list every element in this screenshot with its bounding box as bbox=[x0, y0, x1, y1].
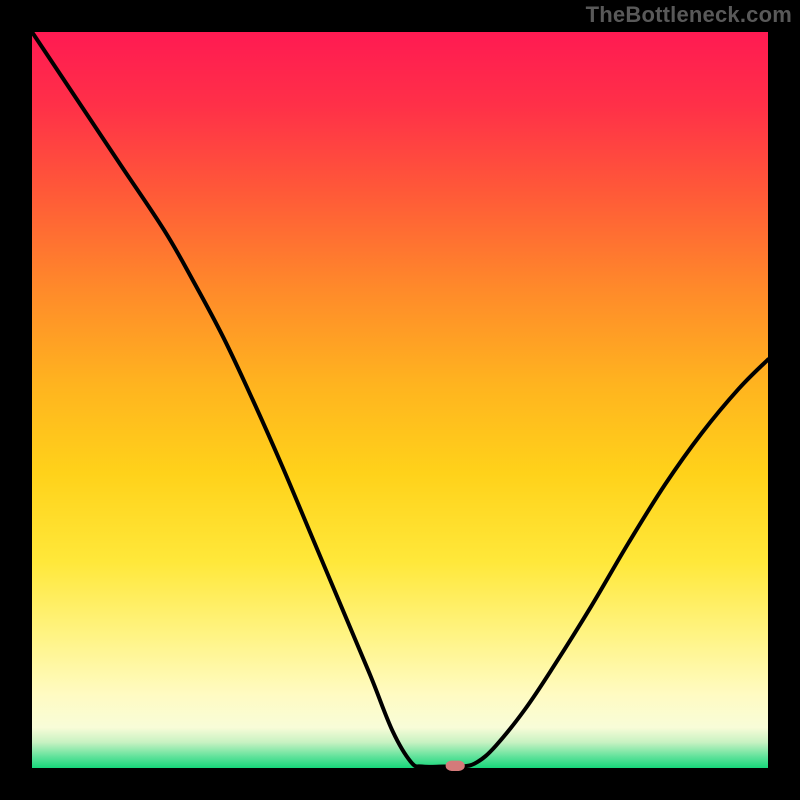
watermark-text: TheBottleneck.com bbox=[586, 2, 792, 28]
optimal-point-marker bbox=[446, 761, 465, 771]
bottleneck-chart-svg bbox=[0, 0, 800, 800]
plot-background-gradient bbox=[32, 32, 768, 768]
chart-canvas: TheBottleneck.com bbox=[0, 0, 800, 800]
